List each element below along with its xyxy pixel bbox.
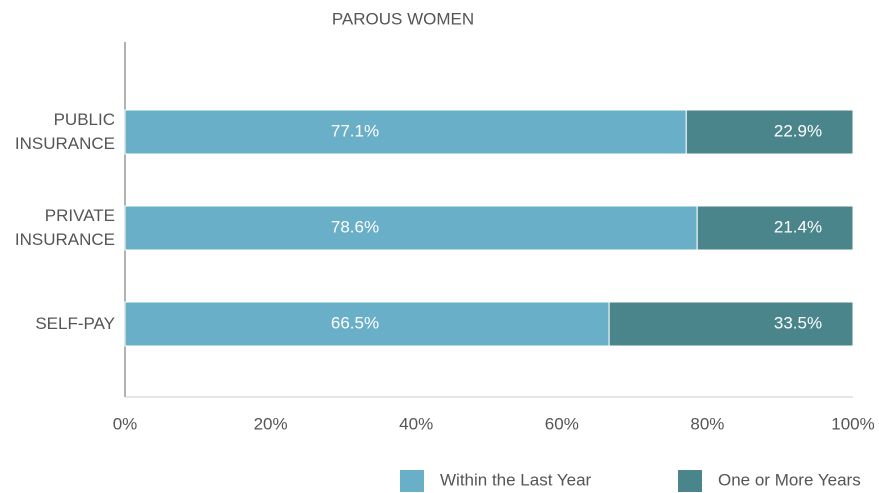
y-tick-label: PRIVATE INSURANCE [14,206,115,249]
x-tick-label: 100% [831,414,874,433]
value-label: 78.6% [331,217,379,236]
bar-segment [124,109,687,155]
value-label: 33.5% [774,313,822,332]
y-tick-label: SELF-PAY [35,314,115,333]
value-label: 22.9% [774,121,822,140]
x-tick-label: 20% [254,414,288,433]
x-tick-label: 60% [545,414,579,433]
chart-title: PAROUS WOMEN [332,9,474,28]
bar-segment [685,109,854,155]
x-tick-label: 80% [690,414,724,433]
legend-swatch [400,470,424,492]
legend-label: Within the Last Year [440,470,592,489]
x-tick-label: 40% [399,414,433,433]
value-label: 21.4% [774,217,822,236]
bar-segment [696,205,854,251]
y-tick-label: PUBLIC INSURANCE [14,110,115,153]
bar-segment [124,205,698,251]
legend-swatch [678,470,702,492]
value-label: 77.1% [331,121,379,140]
value-label: 66.5% [331,313,379,332]
legend-label: One or More Years [718,470,861,489]
bar-segment [608,301,854,347]
bar-segment [124,301,610,347]
x-tick-label: 0% [113,414,138,433]
